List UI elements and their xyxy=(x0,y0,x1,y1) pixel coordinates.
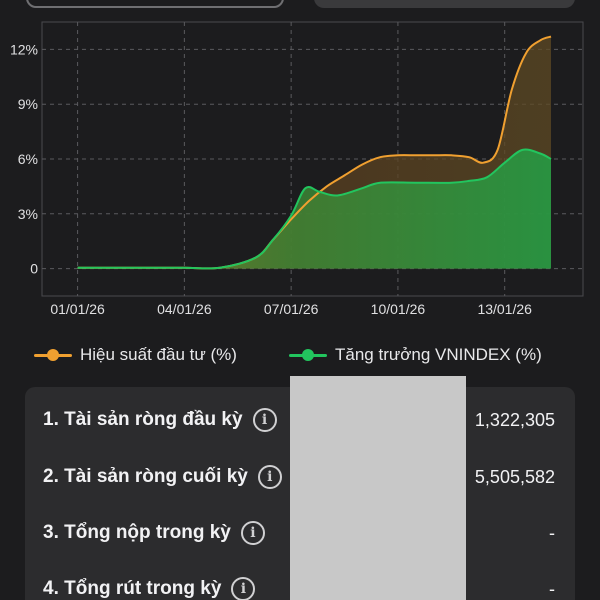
x-tick-label: 10/01/26 xyxy=(371,301,426,317)
redaction-overlay xyxy=(290,376,466,600)
row-label-wrap: 4. Tổng rút trong kỳ i xyxy=(43,577,256,600)
row-value: 5,505,582 xyxy=(474,466,555,487)
row-value: - xyxy=(549,578,555,599)
row-label-wrap: 2. Tài sản ròng cuối kỳ i xyxy=(43,465,282,489)
y-tick-label: 9% xyxy=(18,96,38,112)
chart-legend: Hiệu suất đầu tư (%) Tăng trưởng VNINDEX… xyxy=(0,340,600,370)
row-value: - xyxy=(549,522,555,543)
series-line-1[interactable] xyxy=(77,148,552,270)
legend-item-vnindex-growth[interactable]: Tăng trưởng VNINDEX (%) xyxy=(289,340,542,370)
row-label: 3. Tổng nộp trong kỳ xyxy=(43,522,231,543)
legend-item-investment-performance[interactable]: Hiệu suất đầu tư (%) xyxy=(34,340,237,370)
info-icon[interactable]: i xyxy=(252,408,277,432)
series-area-1 xyxy=(77,149,551,269)
summary-row: 2. Tài sản ròng cuối kỳ i 5,505,582 xyxy=(25,457,575,497)
y-tick-label: 12% xyxy=(10,41,38,57)
legend-label: Hiệu suất đầu tư (%) xyxy=(80,345,237,364)
row-label: 4. Tổng rút trong kỳ xyxy=(43,578,222,599)
x-tick-label: 01/01/26 xyxy=(50,301,105,317)
top-right-button[interactable] xyxy=(314,0,575,8)
y-tick-label: 6% xyxy=(18,151,38,167)
x-tick-label: 13/01/26 xyxy=(477,301,532,317)
info-icon[interactable]: i xyxy=(231,577,256,600)
row-label: 2. Tài sản ròng cuối kỳ xyxy=(43,466,248,487)
row-label-wrap: 3. Tổng nộp trong kỳ i xyxy=(43,521,265,545)
info-icon[interactable]: i xyxy=(240,521,265,545)
x-tick-label: 04/01/26 xyxy=(157,301,212,317)
row-label: 1. Tài sản ròng đầu kỳ xyxy=(43,409,243,430)
row-label-wrap: 1. Tài sản ròng đầu kỳ i xyxy=(43,408,277,432)
legend-marker-orange xyxy=(34,340,72,370)
legend-marker-green xyxy=(289,340,327,370)
performance-chart: 12% 9% 6% 3% 0 01/01/26 04/01/26 07/01/26 10/01… xyxy=(10,21,584,317)
x-tick-label: 07/01/26 xyxy=(264,301,319,317)
y-tick-label: 0 xyxy=(30,261,38,277)
row-value: 1,322,305 xyxy=(474,409,555,430)
summary-row: 1. Tài sản ròng đầu kỳ i 1,322,305 xyxy=(25,400,575,440)
info-icon[interactable]: i xyxy=(257,465,282,489)
legend-label: Tăng trưởng VNINDEX (%) xyxy=(335,345,542,364)
y-tick-label: 3% xyxy=(18,206,38,222)
summary-row: 4. Tổng rút trong kỳ i - xyxy=(25,569,575,600)
summary-row: 3. Tổng nộp trong kỳ i - xyxy=(25,513,575,553)
